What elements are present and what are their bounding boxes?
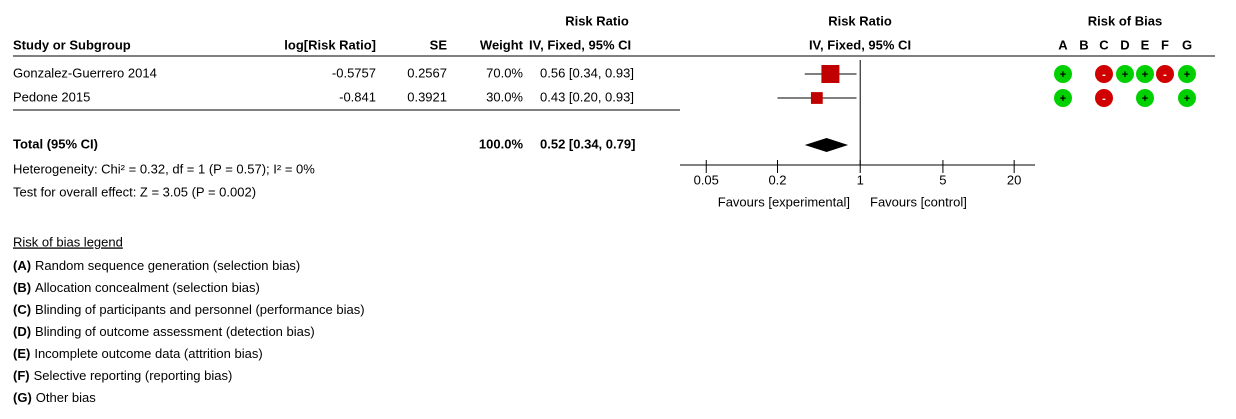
bias-column: A [1058, 37, 1068, 52]
total-diamond [804, 138, 849, 152]
bias-dot [1156, 65, 1174, 83]
legend-key: (A) [13, 258, 31, 273]
bias-symbol: + [1184, 93, 1190, 105]
total-ci: 0.52 [0.34, 0.79] [540, 136, 635, 151]
bias-symbol: - [1163, 69, 1167, 81]
header: Risk Ratio [828, 13, 892, 28]
x-tick-label: 20 [1007, 172, 1021, 187]
column-header: Study or Subgroup [13, 37, 131, 52]
legend-title: Risk of bias legend [13, 234, 123, 249]
bias-symbol: + [1142, 69, 1148, 81]
log-rr: -0.5757 [332, 65, 376, 80]
bias-dot [1136, 65, 1154, 83]
legend-text: Random sequence generation (selection bi… [35, 258, 300, 273]
bias-dot [1095, 89, 1113, 107]
x-tick-label: 0.05 [694, 172, 719, 187]
legend-text: Blinding of outcome assessment (detectio… [35, 324, 315, 339]
column-header: IV, Fixed, 95% CI [809, 37, 911, 52]
bias-symbol: + [1122, 69, 1128, 81]
header: Risk of Bias [1088, 13, 1162, 28]
header: Risk Ratio [565, 13, 629, 28]
study-name: Pedone 2015 [13, 89, 90, 104]
bias-dot [1095, 65, 1113, 83]
study-name: Gonzalez-Guerrero 2014 [13, 65, 157, 80]
bias-dot [1178, 65, 1196, 83]
legend-item: (F) Selective reporting (reporting bias) [13, 368, 232, 383]
bias-column: F [1161, 37, 1169, 52]
legend-item: (A) Random sequence generation (selection… [13, 258, 300, 273]
legend-item: (C) Blinding of participants and personne… [13, 302, 365, 317]
total-label: Total (95% CI) [13, 136, 98, 151]
legend-item: (G) Other bias [13, 390, 96, 405]
column-header: log[Risk Ratio] [284, 37, 376, 52]
legend-text: Selective reporting (reporting bias) [34, 368, 233, 383]
bias-symbol: + [1142, 93, 1148, 105]
bias-dot [1136, 89, 1154, 107]
bias-column: B [1079, 37, 1088, 52]
legend-key: (F) [13, 368, 30, 383]
log-rr: -0.841 [339, 89, 376, 104]
legend-text: Incomplete outcome data (attrition bias) [34, 346, 262, 361]
axis-label-left: Favours [experimental] [718, 194, 850, 209]
effect-square [821, 65, 840, 83]
bias-column: C [1099, 37, 1109, 52]
legend-key: (G) [13, 390, 32, 405]
column-header: IV, Fixed, 95% CI [529, 37, 631, 52]
legend-text: Other bias [36, 390, 96, 405]
ci: 0.56 [0.34, 0.93] [540, 65, 634, 80]
x-tick-label: 5 [939, 172, 946, 187]
bias-symbol: + [1060, 93, 1066, 105]
weight: 70.0% [486, 65, 523, 80]
legend-key: (C) [13, 302, 31, 317]
bias-dot [1178, 89, 1196, 107]
bias-symbol: - [1102, 93, 1106, 105]
bias-dot [1054, 65, 1072, 83]
legend-text: Allocation concealment (selection bias) [35, 280, 260, 295]
column-header: Weight [480, 37, 524, 52]
legend-item: (D) Blinding of outcome assessment (detec… [13, 324, 315, 339]
axis-label-right: Favours [control] [870, 194, 967, 209]
overall-effect: Test for overall effect: Z = 3.05 (P = 0… [13, 184, 256, 199]
bias-column: D [1120, 37, 1129, 52]
ci: 0.43 [0.20, 0.93] [540, 89, 634, 104]
legend-item: (B) Allocation concealment (selection bia… [13, 280, 260, 295]
legend-text: Blinding of participants and personnel (… [35, 302, 365, 317]
x-tick-label: 0.2 [768, 172, 786, 187]
legend-key: (D) [13, 324, 31, 339]
bias-symbol: + [1184, 69, 1190, 81]
x-tick-label: 1 [857, 172, 864, 187]
column-header: SE [430, 37, 448, 52]
legend-key: (B) [13, 280, 31, 295]
bias-dot [1116, 65, 1134, 83]
legend-item: (E) Incomplete outcome data (attrition bi… [13, 346, 263, 361]
bias-symbol: + [1060, 69, 1066, 81]
bias-column: G [1182, 37, 1192, 52]
legend-key: (E) [13, 346, 30, 361]
heterogeneity: Heterogeneity: Chi² = 0.32, df = 1 (P = … [13, 161, 315, 176]
weight: 30.0% [486, 89, 523, 104]
total-weight: 100.0% [479, 136, 524, 151]
effect-square [810, 92, 823, 104]
bias-symbol: - [1102, 69, 1106, 81]
se: 0.3921 [407, 89, 447, 104]
bias-dot [1054, 89, 1072, 107]
bias-column: E [1141, 37, 1150, 52]
se: 0.2567 [407, 65, 447, 80]
